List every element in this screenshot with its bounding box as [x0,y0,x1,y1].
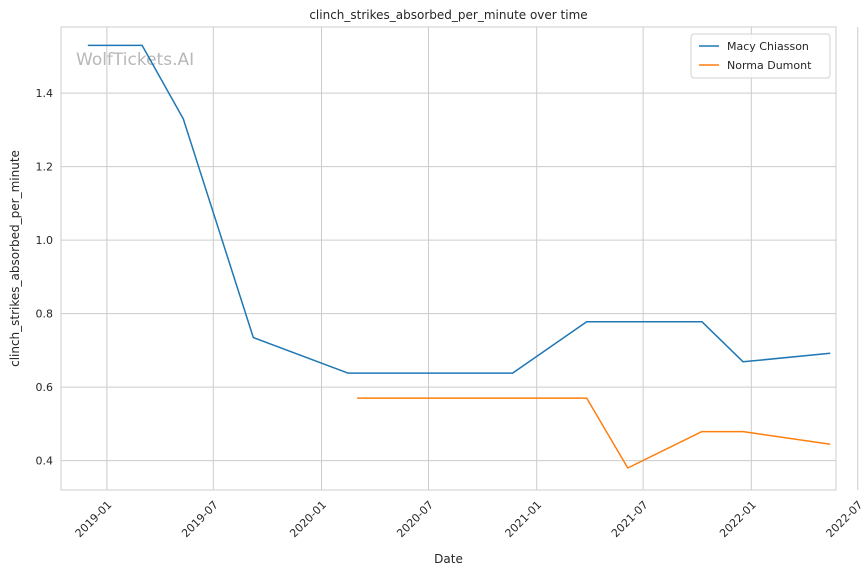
series-lines [87,44,831,469]
series-line-1 [87,44,831,374]
y-tick-label: 0.4 [36,455,54,468]
series-line-2 [357,397,831,469]
legend-label-2: Norma Dumont [727,59,812,72]
y-tick-label: 0.6 [36,381,54,394]
watermark-text: WolfTickets.AI [76,50,194,70]
legend: Macy Chiasson Norma Dumont [690,33,831,79]
y-tick-label: 1.4 [36,87,54,100]
plot-frame [60,26,837,491]
grid-lines [61,27,859,490]
legend-label-1: Macy Chiasson [727,40,809,53]
y-tick-label: 1.2 [36,161,54,174]
chart-title: clinch_strikes_absorbed_per_minute over … [309,8,587,22]
y-tick-label: 0.8 [36,308,54,321]
legend-box [690,33,831,79]
x-axis-label: Date [434,552,463,566]
y-tick-label: 1.0 [36,234,54,247]
y-axis-label: clinch_strikes_absorbed_per_minute [8,150,22,367]
